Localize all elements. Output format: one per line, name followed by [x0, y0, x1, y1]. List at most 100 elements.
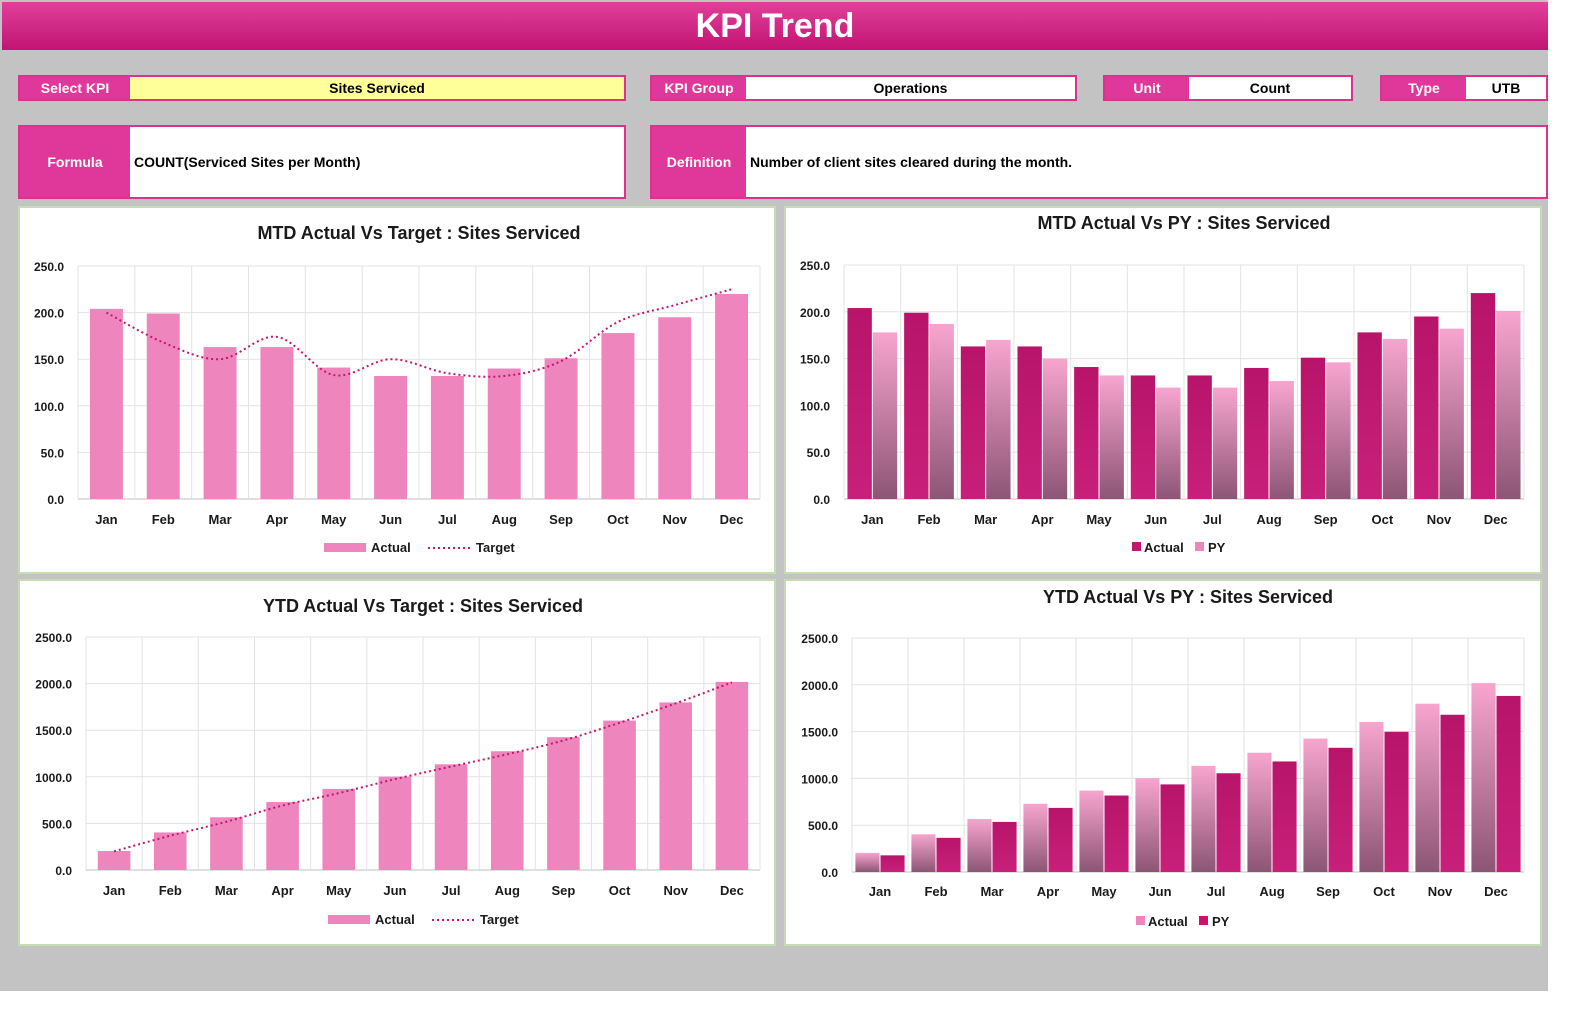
bar-py: [936, 837, 961, 872]
bar-py: [1272, 761, 1297, 872]
x-tick-label: Nov: [1428, 884, 1453, 899]
bar-py: [992, 821, 1017, 872]
x-tick-label: Apr: [266, 512, 288, 527]
x-tick-label: Sep: [549, 512, 573, 527]
y-tick-label: 500.0: [42, 817, 72, 831]
bar-actual: [1074, 367, 1099, 499]
x-tick-label: Nov: [662, 512, 687, 527]
unit-label: Unit: [1105, 77, 1189, 99]
x-tick-label: Oct: [609, 883, 631, 898]
definition-field: Definition Number of client sites cleare…: [650, 125, 1548, 199]
y-tick-label: 200.0: [800, 306, 830, 320]
chart-panel-mtd-target: MTD Actual Vs Target : Sites Serviced 0.0…: [18, 206, 776, 574]
x-tick-label: Aug: [495, 883, 520, 898]
x-tick-label: Dec: [720, 512, 744, 527]
x-tick-label: Jul: [438, 512, 457, 527]
mtd-actual-vs-py-chart: MTD Actual Vs PY : Sites Serviced 0.0 50.0…: [800, 213, 1525, 555]
legend-swatch-actual: [1132, 542, 1141, 551]
bar-actual: [1470, 293, 1496, 499]
legend-label-actual: Actual: [375, 912, 415, 927]
formula-field: Formula COUNT(Serviced Sites per Month): [18, 125, 626, 199]
bar-actual: [317, 367, 351, 499]
x-tick-label: Dec: [1484, 512, 1508, 527]
chart-panel-ytd-target: YTD Actual Vs Target : Sites Serviced 0.0…: [18, 579, 776, 946]
bar-py: [1212, 387, 1238, 499]
y-tick-label: 2500.0: [801, 632, 838, 646]
y-tick-label: 1000.0: [801, 772, 838, 786]
bar-actual: [1247, 752, 1272, 872]
select-kpi-field: Select KPI Sites Serviced: [18, 75, 626, 101]
bar-actual: [146, 313, 180, 499]
bar-py: [1160, 784, 1185, 872]
x-tick-label: Mar: [980, 884, 1003, 899]
bar-actual: [1079, 790, 1104, 872]
chart-title: YTD Actual Vs Target : Sites Serviced: [263, 596, 583, 616]
x-tick-label: Apr: [1031, 512, 1053, 527]
y-tick-label: 1500.0: [801, 726, 838, 740]
bar-actual: [601, 333, 635, 499]
bar-actual: [1414, 316, 1439, 499]
x-tick-label: Jun: [383, 883, 406, 898]
bar-py: [1326, 362, 1351, 499]
bar-py: [1099, 375, 1124, 499]
formula-label: Formula: [20, 127, 130, 197]
x-tick-label: Jul: [1207, 884, 1226, 899]
bar-actual: [1415, 703, 1440, 872]
bar-py: [1382, 338, 1408, 499]
bar-actual: [1130, 375, 1156, 499]
bar-actual: [490, 751, 524, 870]
x-tick-label: Dec: [1484, 884, 1508, 899]
bar-actual: [374, 375, 408, 499]
bar-actual: [378, 776, 412, 870]
y-tick-label: 100.0: [34, 400, 64, 414]
type-value: UTB: [1466, 77, 1546, 99]
x-tick-label: May: [1091, 884, 1117, 899]
x-tick-label: Aug: [1259, 884, 1284, 899]
bar-actual: [1244, 367, 1269, 499]
chart-title: YTD Actual Vs PY : Sites Serviced: [1043, 587, 1333, 607]
select-kpi-dropdown[interactable]: Sites Serviced: [130, 77, 624, 99]
sheet-margin-bottom: [0, 991, 1570, 1012]
legend-swatch-actual: [328, 915, 370, 924]
x-tick-label: Jul: [442, 883, 461, 898]
chart-title: MTD Actual Vs PY : Sites Serviced: [1037, 213, 1330, 233]
legend-swatch-actual: [1136, 916, 1145, 925]
y-tick-label: 150.0: [800, 353, 830, 367]
y-tick-label: 250.0: [800, 259, 830, 273]
legend-swatch-py: [1199, 916, 1208, 925]
y-tick-label: 50.0: [807, 446, 831, 460]
x-tick-label: Nov: [1427, 512, 1452, 527]
legend-label-actual: Actual: [371, 540, 411, 555]
y-tick-label: 2000.0: [35, 678, 72, 692]
bar-actual: [904, 312, 929, 499]
x-tick-label: Feb: [917, 512, 940, 527]
bar-actual: [487, 368, 521, 499]
bar-actual: [1357, 332, 1382, 499]
bar-actual: [847, 308, 872, 499]
bar-py: [1440, 714, 1465, 872]
bar-py: [1104, 795, 1129, 872]
x-tick-label: Mar: [215, 883, 238, 898]
bar-actual: [911, 834, 936, 872]
x-tick-label: Dec: [720, 883, 744, 898]
bar-actual: [547, 737, 580, 870]
x-tick-label: Aug: [492, 512, 517, 527]
bar-actual: [1303, 738, 1328, 872]
bar-actual: [322, 788, 356, 870]
y-tick-label: 0.0: [821, 866, 838, 880]
bar-actual: [1023, 803, 1048, 872]
bar-actual: [89, 308, 123, 499]
y-tick-label: 250.0: [34, 260, 64, 274]
legend-label-py: PY: [1212, 914, 1230, 929]
y-tick-label: 200.0: [34, 307, 64, 321]
bar-actual: [855, 852, 880, 872]
ytd-actual-vs-py-chart: YTD Actual Vs PY : Sites Serviced 0.0 500.…: [801, 587, 1525, 929]
bar-py: [872, 332, 898, 499]
bar-actual: [715, 293, 749, 499]
bar-actual: [603, 720, 636, 870]
kpi-group-field: KPI Group Operations: [650, 75, 1077, 101]
x-tick-label: Mar: [974, 512, 997, 527]
select-kpi-label: Select KPI: [20, 77, 130, 99]
bar-py: [1439, 328, 1464, 499]
bar-actual: [1191, 765, 1216, 872]
